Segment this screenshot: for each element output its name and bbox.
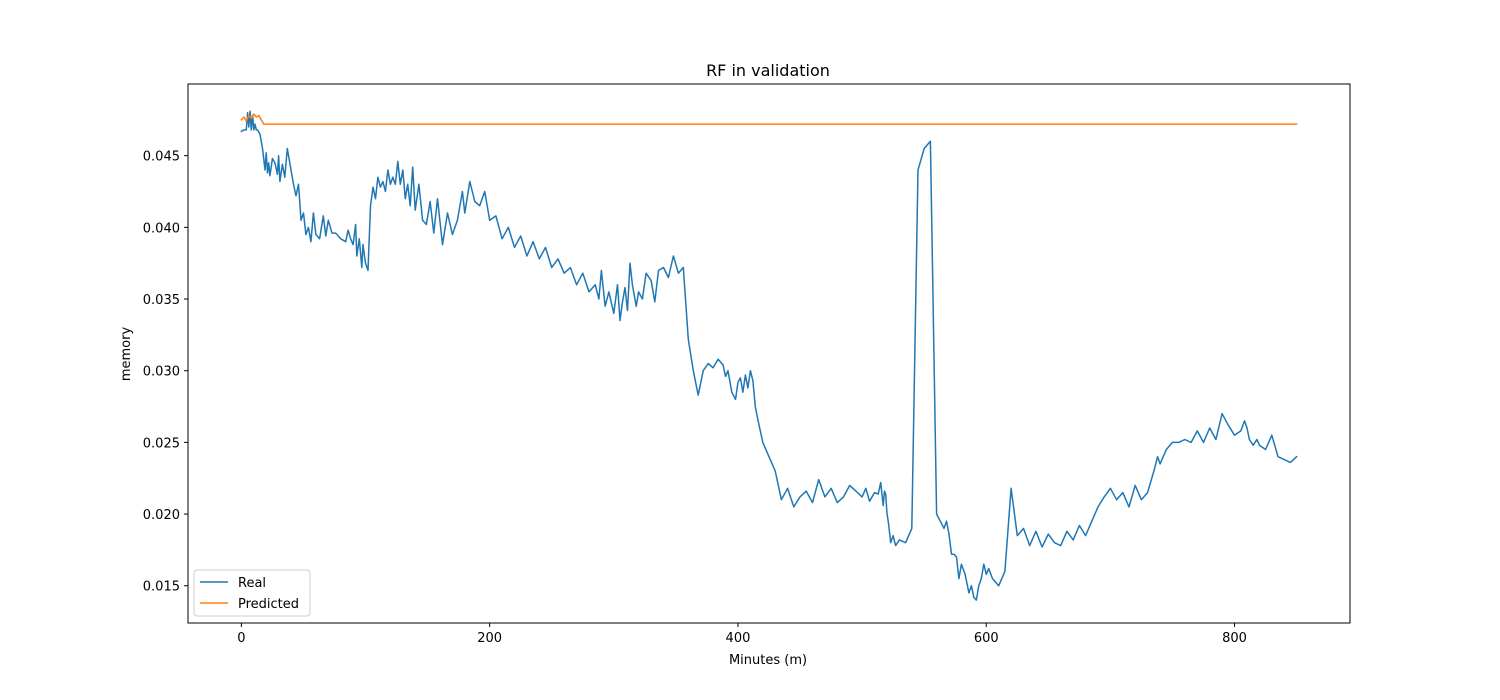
x-tick-label: 600 bbox=[974, 631, 999, 646]
legend-label-real: Real bbox=[238, 576, 266, 591]
y-tick-label: 0.015 bbox=[143, 580, 180, 595]
x-tick-label: 800 bbox=[1222, 631, 1247, 646]
y-axis-title: memory bbox=[119, 327, 134, 382]
chart-title: RF in validation bbox=[706, 61, 830, 80]
x-axis-title: Minutes (m) bbox=[729, 653, 807, 668]
x-tick-label: 400 bbox=[726, 631, 751, 646]
y-tick-label: 0.030 bbox=[143, 365, 180, 380]
axes-frame bbox=[187, 83, 1351, 624]
y-tick-label: 0.040 bbox=[143, 221, 180, 236]
y-tick-label: 0.045 bbox=[143, 150, 180, 165]
legend-label-predicted: Predicted bbox=[238, 597, 299, 612]
plot-area bbox=[240, 110, 1298, 601]
y-tick-label: 0.025 bbox=[143, 436, 180, 451]
y-tick-label: 0.020 bbox=[143, 508, 180, 523]
axes: 0 200 400 600 800 0.015 0.020 0.025 0.030 0.035 0.… bbox=[143, 83, 1351, 646]
x-tick-label: 200 bbox=[477, 631, 502, 646]
series-line-real bbox=[240, 110, 1298, 601]
x-tick-label: 0 bbox=[237, 631, 245, 646]
legend: Real Predicted bbox=[193, 569, 311, 617]
series-line-predicted bbox=[240, 113, 1298, 125]
y-tick-label: 0.035 bbox=[143, 293, 180, 308]
